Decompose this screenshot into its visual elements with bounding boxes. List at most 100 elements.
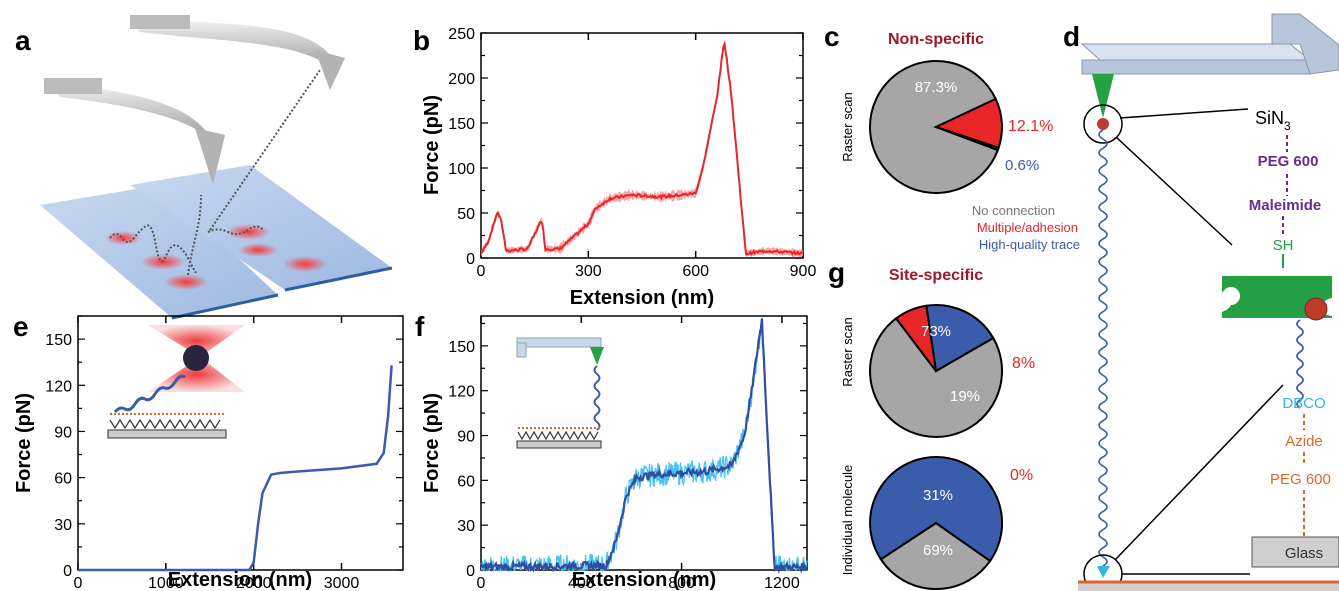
surface-left: [40, 185, 278, 318]
legend-high-quality-trace: High-quality trace: [979, 237, 1080, 252]
x-tick-label: 1200: [764, 575, 800, 591]
panel-b-ticks: 0 300 600 900 0 50 100 150 200 250: [448, 26, 816, 280]
pie-label: 69%: [923, 542, 953, 559]
y-tick-label: 50: [457, 206, 475, 223]
y-tick-label: 120: [448, 384, 475, 401]
y-tick-label: 90: [457, 429, 475, 446]
panel-c-letter: c: [824, 21, 840, 52]
y-tick-label: 90: [54, 424, 72, 441]
panel-c-y-label: Raster scan: [840, 92, 855, 161]
panel-b-force-trace: [480, 40, 804, 256]
panel-e-ticks: 0 1000 2000 3000 0 30 60 90 120 150: [45, 315, 403, 591]
pie-label: 12.1%: [1008, 118, 1053, 135]
label-dbco: DBCO: [1282, 395, 1325, 412]
cantilever-side: [1081, 59, 1311, 75]
anchor-spot: [141, 254, 185, 270]
panel-b-y-axis-label: Force (pN): [421, 95, 443, 195]
zoom-line: [1115, 136, 1233, 246]
anchor-spot: [283, 256, 327, 272]
panel-b-error-band: [481, 39, 803, 258]
panel-e-chart: e 0 1000 2000 3000 0 30 60 90 120 150 Extension (…: [13, 311, 404, 591]
panel-c-title: Non-specific: [888, 31, 984, 48]
pie-label: 0%: [1010, 467, 1033, 484]
label-glass: Glass: [1285, 545, 1323, 562]
pie-slice: [879, 521, 992, 590]
laser-beam-top: [148, 325, 245, 357]
label-maleimide: Maleimide: [1249, 197, 1322, 214]
glass-surface: [1078, 582, 1339, 591]
x-tick-label: 0: [477, 263, 486, 280]
cantilever-2-chip: [130, 15, 190, 29]
panel-b-frame: [480, 32, 804, 259]
glass-block: [1251, 536, 1339, 568]
laser-beam-bottom: [148, 357, 245, 392]
protein-linker-spring: [1098, 129, 1108, 567]
panel-f-chart: f 0 400 800 1200 0 30 60 90 120 150 Extension (nm…: [415, 311, 808, 591]
zoom-line: [1114, 384, 1284, 561]
y-tick-label: 200: [448, 71, 475, 88]
x-tick-label: 400: [568, 575, 595, 591]
attachment-bead-top: [1097, 118, 1109, 130]
panel-g-y-label-bottom: Individual molecule: [840, 465, 855, 576]
label-peg600-top: PEG 600: [1258, 153, 1319, 170]
cantilever: [1080, 43, 1312, 61]
panel-d-schematic: d SiN3 PEG 600 Maleimide SH DBCO: [1063, 13, 1339, 591]
x-tick-label: 800: [668, 575, 695, 591]
panel-f-letter: f: [415, 311, 425, 342]
panel-c-pie: 87.3% 12.1% 0.6%: [869, 59, 1053, 194]
panel-d-letter: d: [1063, 21, 1080, 52]
panel-f-force-trace: [479, 318, 808, 574]
substrate: [107, 429, 227, 439]
y-tick-label: 100: [448, 161, 475, 178]
legend-multiple-adhesion: Multiple/adhesion: [977, 220, 1078, 235]
cantilever-2: [130, 18, 335, 70]
panel-f-frame: [480, 315, 808, 571]
x-tick-label: 300: [575, 263, 602, 280]
y-tick-label: 30: [457, 518, 475, 535]
y-tick-label: 250: [448, 26, 475, 43]
pie-slice: [925, 304, 995, 373]
cantilever-chip: [1271, 13, 1339, 75]
cantilever-1: [45, 82, 210, 140]
substrate: [516, 440, 602, 449]
panel-b-letter: b: [413, 25, 430, 56]
panel-e-x-axis-label: Extension (nm): [168, 569, 312, 591]
cantilever-1-chip: [44, 78, 102, 94]
protein-notch: [1222, 287, 1240, 305]
x-tick-label: 3000: [324, 575, 360, 591]
panel-f-ticks: 0 400 800 1200 0 30 60 90 120 150: [448, 316, 807, 591]
zoom-line: [1119, 108, 1249, 119]
zoom-circle-top: [1083, 104, 1123, 144]
trapped-bead: [183, 345, 209, 371]
pie-label: 0.6%: [1005, 157, 1039, 174]
panel-g-title: Site-specific: [889, 267, 983, 284]
cantilever-2-tip: [315, 50, 345, 90]
afm-tip: [590, 347, 604, 365]
label-azide: Azide: [1285, 433, 1323, 450]
y-tick-label: 0: [466, 251, 475, 268]
panel-a-illustration: a: [15, 15, 393, 320]
legend-no-connection: No connection: [972, 203, 1055, 218]
panel-f-x-axis-label: Extension (nm): [572, 569, 716, 591]
molecule-chain-stretched: [187, 194, 202, 276]
x-tick-label: 1000: [148, 575, 184, 591]
anchor-spot: [238, 243, 278, 257]
label-peg600-bottom: PEG 600: [1270, 471, 1331, 488]
pie-slice: [935, 126, 1000, 152]
molecule-chain-stretched: [209, 69, 321, 231]
surface-right-edge: [284, 266, 393, 292]
panel-g-y-label-top: Raster scan: [840, 317, 855, 386]
monolayer: [517, 430, 599, 441]
y-tick-label: 0: [466, 563, 475, 580]
y-tick-label: 120: [45, 378, 72, 395]
protein: [1222, 276, 1332, 318]
y-tick-label: 0: [63, 563, 72, 580]
monolayer: [109, 418, 221, 430]
x-tick-label: 0: [477, 575, 486, 591]
y-tick-label: 150: [45, 332, 72, 349]
panel-g-chart: g Site-specific Raster scan Individual m…: [828, 257, 1035, 590]
y-tick-label: 60: [457, 473, 475, 490]
panel-a-letter: a: [15, 25, 31, 56]
pie-slice: [869, 316, 1004, 438]
